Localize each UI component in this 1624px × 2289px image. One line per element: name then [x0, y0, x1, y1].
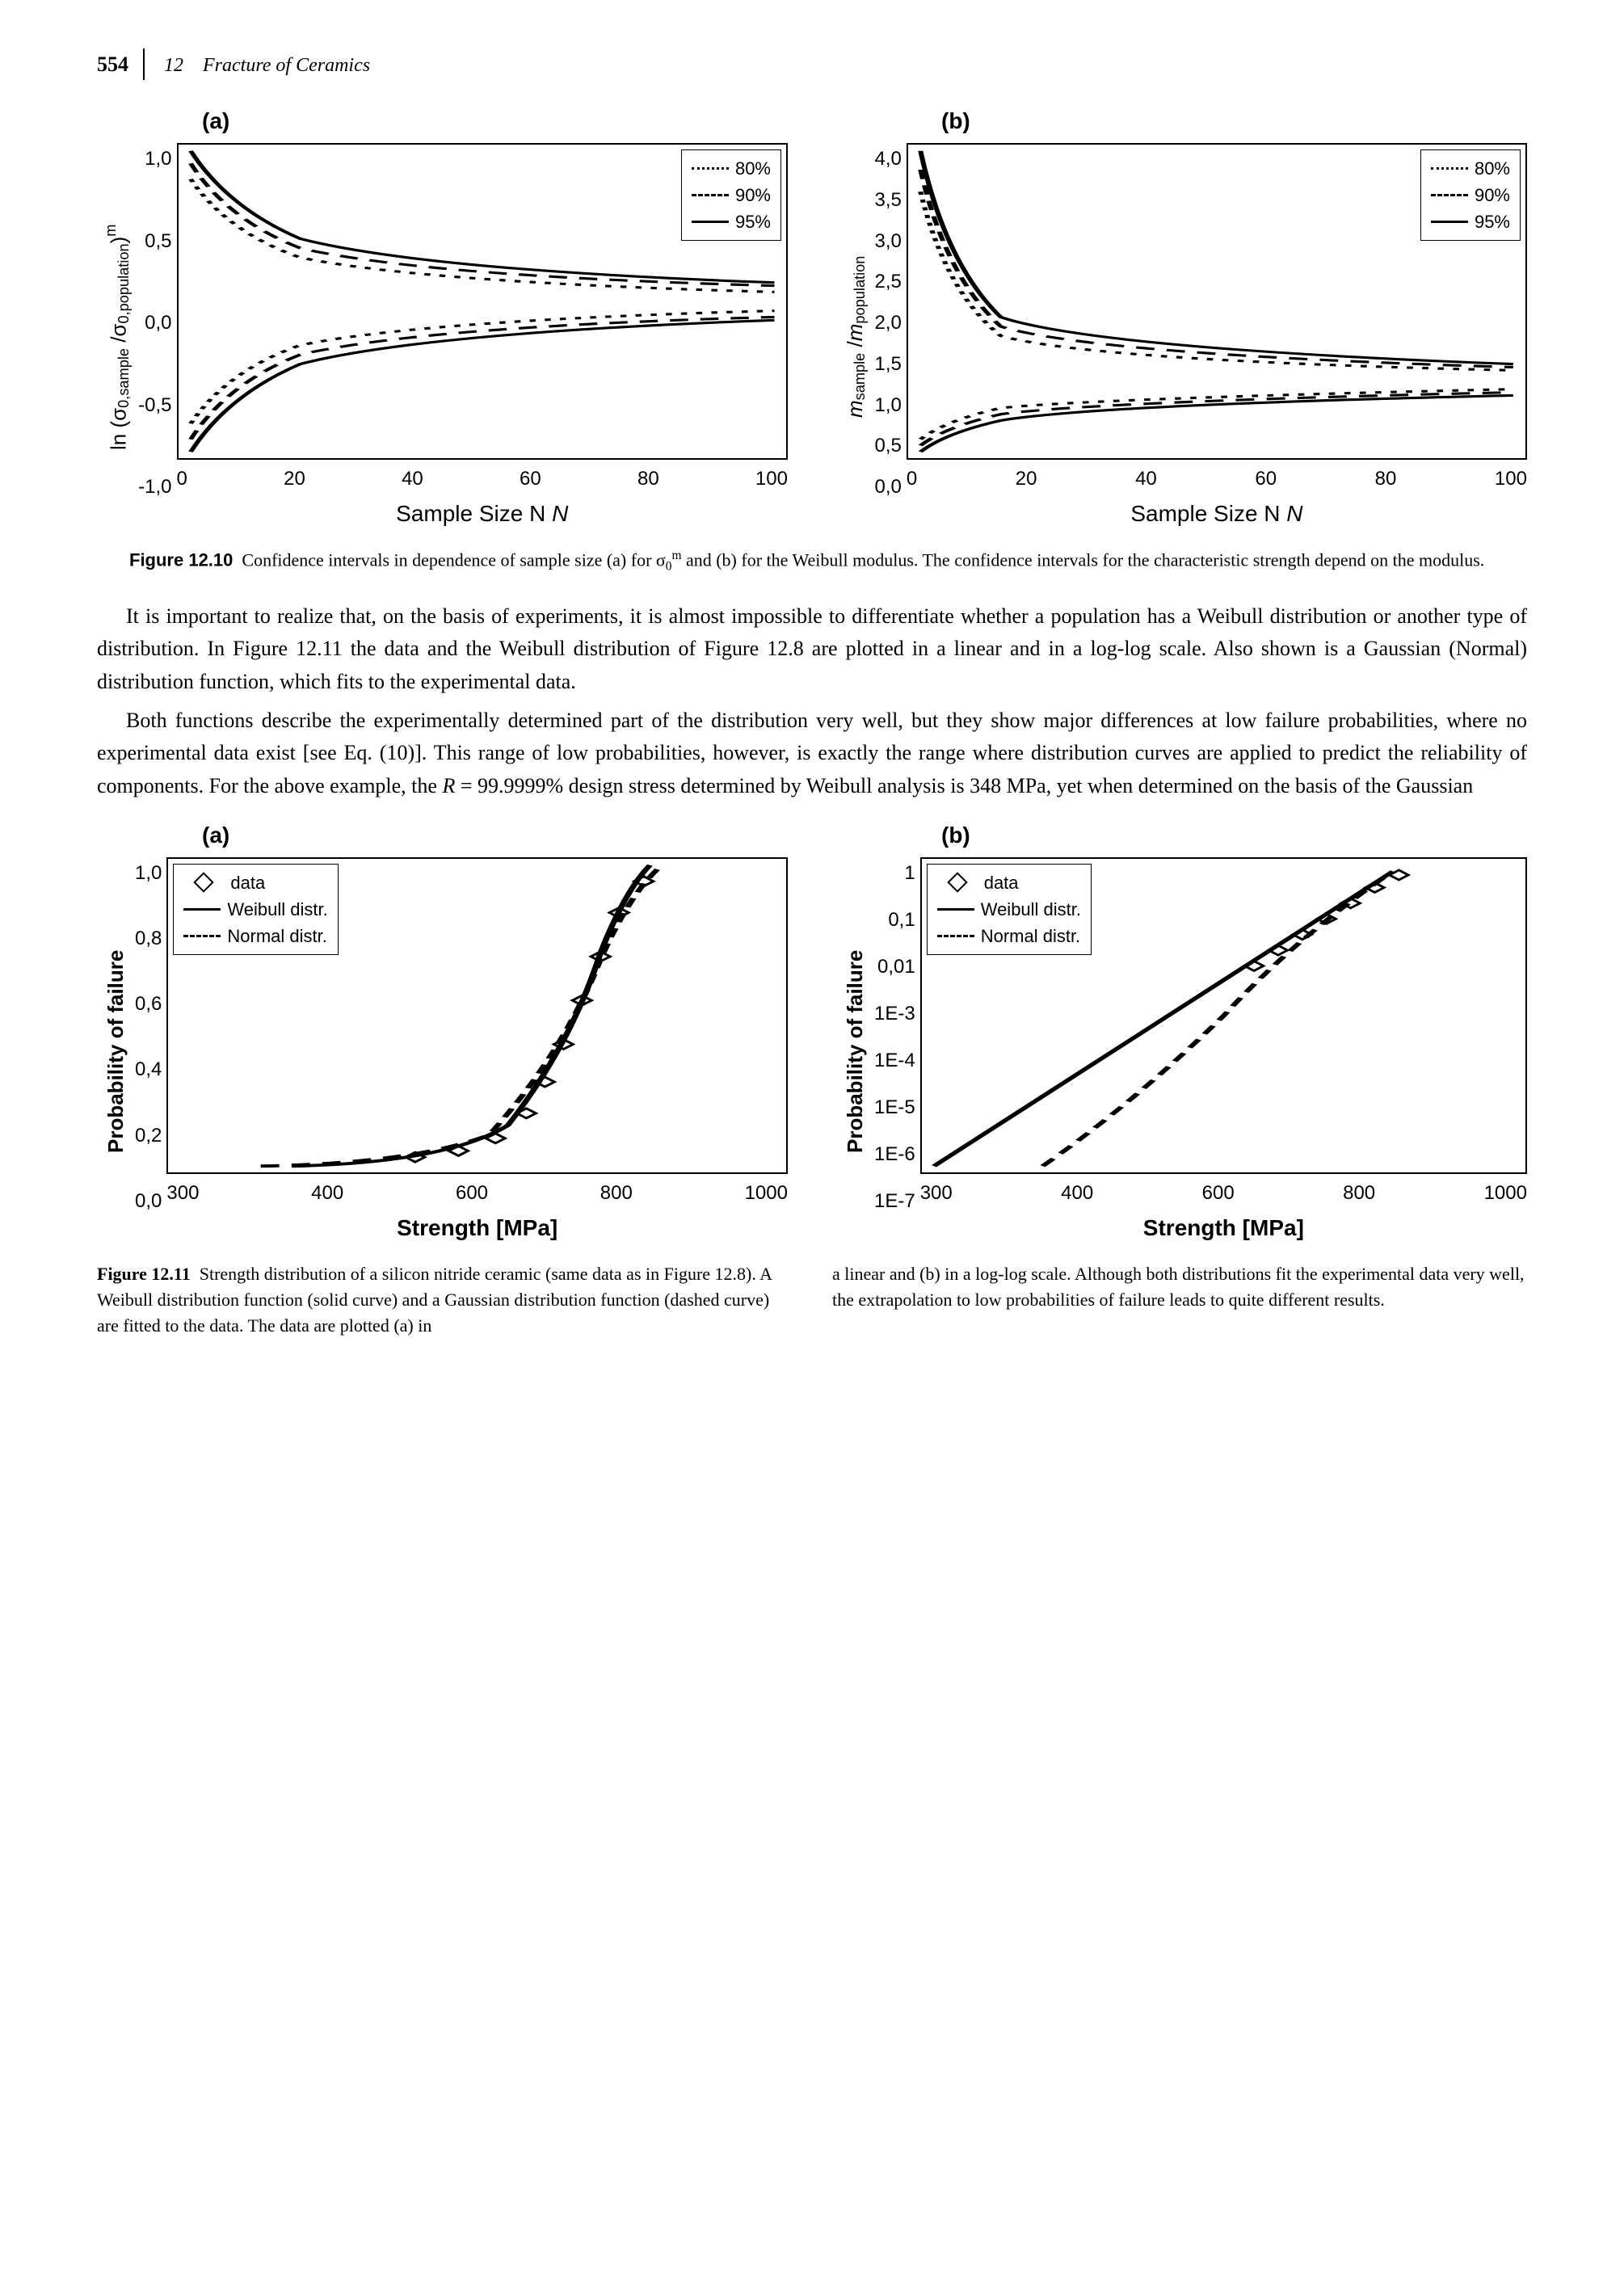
page-number: 554	[97, 48, 145, 80]
y-ticks: 1,0 0,8 0,6 0,4 0,2 0,0	[135, 857, 166, 1245]
x-axis-label: Strength [MPa]	[920, 1208, 1527, 1245]
chart-area: 80% 90% 95%	[177, 143, 789, 460]
page-header: 554 12 Fracture of Ceramics	[97, 48, 1527, 80]
legend: 80% 90% 95%	[1420, 149, 1521, 241]
x-axis-label: Sample Size N N	[177, 494, 789, 531]
chapter-title: Fracture of Ceramics	[203, 51, 370, 80]
figure-12-10: (a) ln (σ0,sample /σ0,population)m 1,0 0…	[97, 104, 1527, 576]
figure-12-11: (a) Probability of failure 1,0 0,8 0,6 0…	[97, 818, 1527, 1339]
legend: data Weibull distr. Normal distr.	[927, 864, 1092, 955]
chart-area: data Weibull distr. Normal distr.	[920, 857, 1527, 1174]
panel-label: (a)	[202, 818, 788, 852]
figure-12-10-panel-b: (b) msample /mpopulation 4,0 3,5 3,0 2,5…	[836, 104, 1527, 531]
x-ticks: 0 20 40 60 80 100	[907, 460, 1527, 494]
y-ticks: 1,0 0,5 0,0 -0,5 -1,0	[138, 143, 176, 531]
x-ticks: 0 20 40 60 80 100	[177, 460, 789, 494]
section-number: 12	[164, 51, 183, 80]
y-axis-label: ln (σ0,sample /σ0,population)m	[97, 143, 138, 531]
panel-label: (a)	[202, 104, 788, 138]
panel-label: (b)	[941, 104, 1527, 138]
figure-12-10-panel-a: (a) ln (σ0,sample /σ0,population)m 1,0 0…	[97, 104, 788, 531]
legend: data Weibull distr. Normal distr.	[173, 864, 338, 955]
x-axis-label: Sample Size N N	[907, 494, 1527, 531]
x-axis-label: Strength [MPa]	[166, 1208, 788, 1245]
y-axis-label: Probability of failure	[836, 857, 874, 1245]
body-paragraph-1: It is important to realize that, on the …	[97, 600, 1527, 698]
x-ticks: 300 400 600 800 1000	[920, 1174, 1527, 1208]
legend: 80% 90% 95%	[681, 149, 781, 241]
panel-label: (b)	[941, 818, 1527, 852]
chart-area: 80% 90% 95%	[907, 143, 1527, 460]
y-axis-label: Probability of failure	[97, 857, 135, 1245]
figure-12-11-caption: Figure 12.11 Strength distribution of a …	[97, 1261, 1527, 1339]
x-ticks: 300 400 600 800 1000	[166, 1174, 788, 1208]
body-paragraph-2: Both functions describe the experimental…	[97, 705, 1527, 802]
figure-12-11-panel-a: (a) Probability of failure 1,0 0,8 0,6 0…	[97, 818, 788, 1245]
y-ticks: 1 0,1 0,01 1E-3 1E-4 1E-5 1E-6 1E-7	[874, 857, 920, 1245]
chart-area: data Weibull distr. Normal distr.	[166, 857, 788, 1174]
y-ticks: 4,0 3,5 3,0 2,5 2,0 1,5 1,0 0,5 0,0	[874, 143, 906, 531]
diamond-icon	[194, 873, 214, 893]
figure-12-11-panel-b: (b) Probability of failure 1 0,1 0,01 1E…	[836, 818, 1527, 1245]
y-axis-label: msample /mpopulation	[836, 143, 874, 531]
figure-12-10-caption: Figure 12.10 Confidence intervals in dep…	[97, 547, 1527, 576]
diamond-icon	[947, 873, 967, 893]
